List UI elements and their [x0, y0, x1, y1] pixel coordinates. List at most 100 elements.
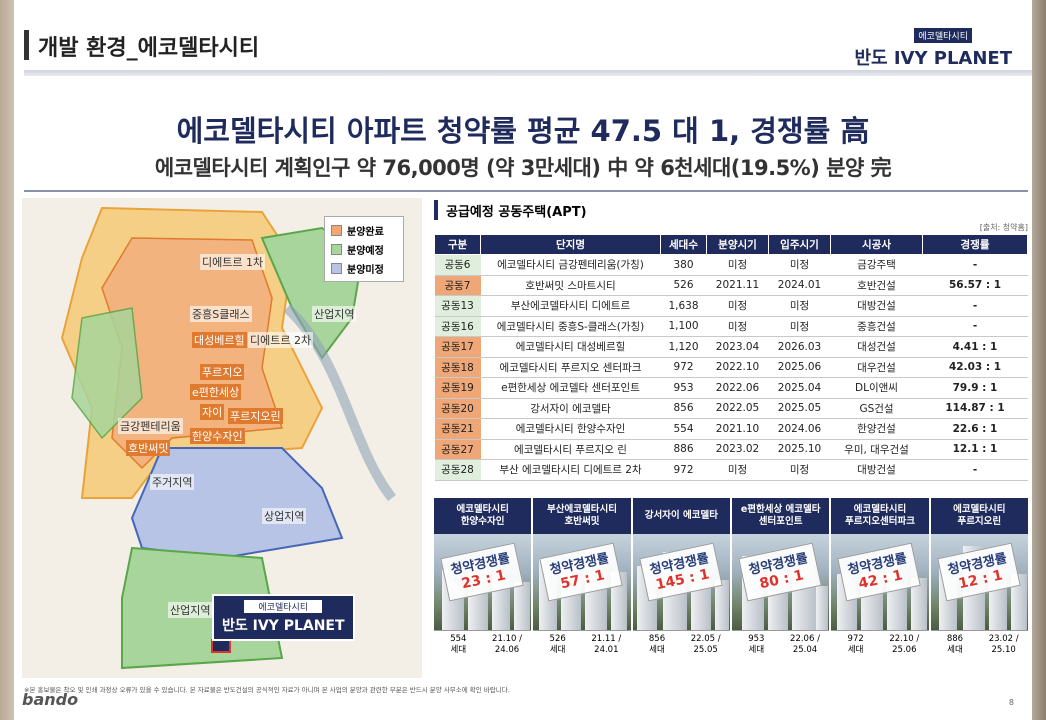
table-cell: 공동28: [434, 459, 481, 481]
project-card: 에코델타시티 푸르지오린 청약경쟁률 12 : 1 886 세대 23.02 / 25.…: [930, 498, 1028, 664]
table-cell: 2023.04: [706, 336, 769, 358]
table-cell: -: [922, 316, 1028, 337]
card-rendering: 청약경쟁률 57 : 1: [533, 534, 631, 630]
site-marker-tag: 에코델타시티 반도 IVY PLANET: [212, 594, 355, 641]
subheadline: 에코델타시티 계획인구 약 76,000명 (약 3만세대) 中 약 6천세대(…: [154, 156, 892, 180]
card-dates: 23.02 / 25.10: [988, 634, 1019, 656]
table-cell: 886: [660, 439, 707, 460]
table-cell: 2022.05: [706, 398, 769, 419]
table-cell: 미정: [768, 459, 831, 481]
table-cell: 42.03 : 1: [922, 357, 1028, 378]
table-cell: 공동21: [434, 418, 481, 440]
table-cell: 2025.04: [768, 377, 831, 399]
table-cell: 에코델타시티 중흥S-클래스(가칭): [480, 316, 661, 337]
card-meta: 972 세대 22.10 / 25.06: [831, 630, 929, 664]
map-label: 주거지역: [150, 474, 195, 490]
table-source: [출처: 청약홈]: [979, 223, 1028, 232]
card-dates: 22.10 / 25.06: [889, 634, 920, 656]
disclaimer: ※본 홍보물은 착오 및 인쇄 과정상 오류가 있을 수 있습니다. 본 자료물…: [24, 686, 510, 694]
card-rendering: 청약경쟁률 80 : 1: [731, 534, 830, 630]
table-header-cell: 세대수: [660, 234, 707, 255]
card-meta: 886 세대 23.02 / 25.10: [930, 630, 1028, 664]
heading-accent-bar: [434, 200, 438, 220]
table-cell: 380: [660, 254, 707, 276]
map-label: 상업지역: [262, 508, 307, 524]
card-rendering: 청약경쟁률 23 : 1: [434, 534, 532, 630]
table-cell: 2023.02: [706, 439, 769, 460]
table-row: 공동13 부산에코델타시티 디에트르 1,638 미정 미정 대방건설 -: [434, 295, 1028, 317]
card-units: 972 세대: [847, 634, 864, 656]
competition-badge: 청약경쟁률 23 : 1: [440, 542, 524, 602]
table-cell: 2022.10: [706, 357, 769, 378]
site-marker-small: 에코델타시티: [244, 600, 323, 613]
brochure-page: 개발 환경_에코델타시티 에코델타시티 반도 IVY PLANET 에코델타시티…: [14, 0, 1032, 720]
table-header-cell: 입주시기: [768, 234, 831, 255]
building-shape: [911, 578, 928, 630]
table-cell: 56.57 : 1: [922, 275, 1028, 296]
card-title: 부산에코델타시티 호반써밋: [533, 498, 631, 534]
table-cell: 4.41 : 1: [922, 336, 1028, 358]
map-label: 자이: [200, 404, 225, 420]
table-header-cell: 분양시기: [706, 234, 769, 255]
card-meta: 953 세대 22.06 / 25.04: [731, 630, 830, 664]
card-units: 953 세대: [748, 634, 765, 656]
table-cell: 2024.06: [768, 418, 831, 440]
table-cell: 미정: [768, 254, 831, 276]
brand-tag: 에코델타시티: [914, 28, 972, 43]
table-cell: -: [922, 459, 1028, 481]
table-title: 공급예정 공동주택(APT): [446, 204, 587, 220]
card-title: e편한세상 에코델타 센터포인트: [731, 498, 830, 534]
map-label: 중흥S클래스: [190, 306, 252, 322]
table-row: 공동20 강서자이 에코델타 856 2022.05 2025.05 GS건설 114.87…: [434, 398, 1028, 419]
table-cell: 대방건설: [830, 295, 923, 317]
map-label: 산업지역: [312, 306, 357, 322]
card-dates: 21.10 / 24.06: [492, 634, 522, 656]
table-cell: 에코델타시티 푸르지오 린: [480, 439, 661, 460]
project-card: 에코델타시티 푸르지오센터파크 청약경쟁률 42 : 1 972 세대 22.10 / …: [831, 498, 929, 664]
project-card: 강서자이 에코델타 청약경쟁률 145 : 1 856 세대 22.05 / 25.05: [632, 498, 730, 664]
table-cell: 에코델타시티 한양수자인: [480, 418, 661, 440]
table-cell: e편한세상 에코델타 센터포인트: [480, 377, 661, 399]
site-map: 분양완료 분양예정 분양미정 디에트르 1차 산업지역 중흥S클래스 대성베르힐…: [22, 198, 422, 678]
card-title: 에코델타시티 한양수자인: [434, 498, 532, 534]
card-meta: 526 세대 21.11 / 24.01: [533, 630, 631, 664]
brand-name: 반도 IVY PLANET: [854, 48, 1012, 69]
card-dates: 22.05 / 25.05: [690, 634, 721, 656]
table-cell: -: [922, 254, 1028, 276]
table-cell: 한양건설: [830, 418, 923, 440]
table-cell: 공동13: [434, 295, 481, 317]
map-label: 디에트르 2차: [248, 332, 314, 348]
headline-divider: [24, 190, 1028, 192]
table-cell: 856: [660, 398, 707, 419]
table-cell: 강서자이 에코델타: [480, 398, 661, 419]
table-cell: 1,120: [660, 336, 707, 358]
table-cell: 12.1 : 1: [922, 439, 1028, 460]
table-cell: 우미, 대우건설: [830, 439, 923, 460]
table-cell: 공동6: [434, 254, 481, 276]
table-header-row: 구분 단지명 세대수 분양시기 입주시기 시공사 경쟁률: [434, 234, 1028, 255]
card-rendering: 청약경쟁률 42 : 1: [831, 534, 929, 630]
map-label: 금강펜테리움: [118, 418, 183, 434]
table-cell: 2025.06: [768, 357, 831, 378]
table-cell: 22.6 : 1: [922, 418, 1028, 440]
card-dates: 21.11 / 24.01: [591, 634, 622, 656]
legend-label: 분양완료: [347, 227, 384, 238]
card-rendering: 청약경쟁률 12 : 1: [930, 534, 1028, 630]
building-shape: [514, 582, 530, 630]
table-cell: 에코델타시티 푸르지오 센터파크: [480, 357, 661, 378]
table-row: 공동21 에코델타시티 한양수자인 554 2021.10 2024.06 한양건설 22.…: [434, 418, 1028, 440]
table-cell: DL이앤씨: [830, 377, 923, 399]
card-title: 에코델타시티 푸르지오린: [930, 498, 1028, 534]
table-cell: 미정: [706, 254, 769, 276]
project-card: e편한세상 에코델타 센터포인트 청약경쟁률 80 : 1 953 세대 22.06 /…: [731, 498, 830, 664]
project-card: 에코델타시티 한양수자인 청약경쟁률 23 : 1 554 세대 21.10 / 24.…: [434, 498, 532, 664]
map-legend: 분양완료 분양예정 분양미정: [324, 216, 404, 282]
card-units: 526 세대: [549, 634, 566, 656]
supply-table: 구분 단지명 세대수 분양시기 입주시기 시공사 경쟁률 공동6 에코델타시티 금강펜테리움(…: [434, 234, 1028, 481]
table-cell: 공동18: [434, 357, 481, 378]
company-logo: bando: [22, 690, 79, 709]
legend-item: 분양예정: [331, 240, 397, 259]
map-label: 호반써밋: [126, 440, 171, 456]
header-accent-bar: [24, 30, 29, 60]
table-cell: 공동19: [434, 377, 481, 399]
